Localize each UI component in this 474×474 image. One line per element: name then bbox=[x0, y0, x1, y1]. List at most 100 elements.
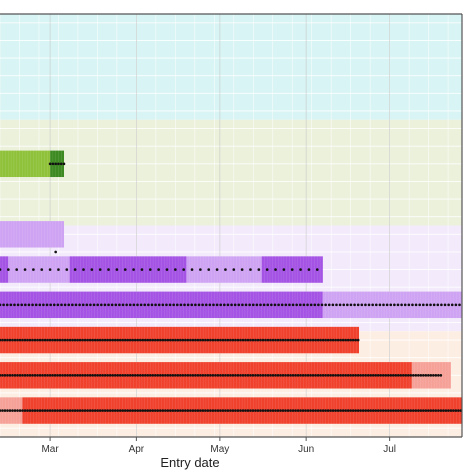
entry-dot bbox=[36, 374, 39, 377]
entry-dot bbox=[66, 374, 69, 377]
entry-dot bbox=[53, 374, 57, 377]
entry-dot bbox=[417, 374, 420, 377]
entry-dot bbox=[289, 338, 292, 342]
entry-dot bbox=[199, 409, 202, 412]
entry-dot bbox=[341, 338, 345, 342]
entry-dot bbox=[83, 338, 87, 342]
entry-dot bbox=[8, 409, 12, 412]
entry-dot bbox=[309, 338, 312, 342]
entry-dot bbox=[418, 303, 421, 307]
entry-dot bbox=[394, 409, 398, 412]
entry-dot bbox=[169, 374, 172, 377]
entry-dot bbox=[103, 374, 107, 377]
entry-dot bbox=[239, 338, 242, 342]
entry-dot bbox=[341, 374, 345, 377]
entry-dot bbox=[49, 303, 52, 307]
entry-dot bbox=[289, 374, 292, 377]
entry-dot bbox=[393, 303, 396, 307]
entry-dot bbox=[382, 303, 385, 307]
entry-dot bbox=[264, 374, 267, 377]
entry-dot bbox=[361, 409, 365, 412]
entry-dot bbox=[256, 374, 260, 377]
entry-dot bbox=[31, 409, 34, 412]
entry-dot bbox=[190, 268, 194, 271]
entry-dot bbox=[206, 409, 210, 412]
entry-dot bbox=[41, 409, 44, 412]
entry-dot bbox=[354, 409, 357, 412]
entry-dot bbox=[23, 268, 27, 271]
entry-dot bbox=[344, 409, 347, 412]
entry-dot bbox=[386, 409, 390, 412]
entry-dot bbox=[161, 338, 165, 342]
entry-dot bbox=[351, 338, 355, 342]
entry-dot bbox=[304, 409, 307, 412]
entry-dot bbox=[108, 338, 112, 342]
entry-dot bbox=[314, 338, 317, 342]
entry-dot bbox=[449, 409, 453, 412]
entry-dot bbox=[406, 409, 410, 412]
entry-dot bbox=[296, 338, 300, 342]
entry-dot bbox=[118, 338, 122, 342]
entry-dot bbox=[234, 374, 237, 377]
entry-dot bbox=[66, 338, 69, 342]
entry-dot bbox=[118, 374, 122, 377]
entry-dot bbox=[138, 409, 142, 412]
entry-dot bbox=[249, 409, 252, 412]
entry-dot bbox=[284, 409, 287, 412]
entry-dot bbox=[381, 374, 385, 377]
entry-dot bbox=[181, 374, 185, 377]
band-cyan bbox=[0, 14, 462, 120]
entry-dot bbox=[274, 409, 277, 412]
entry-dot bbox=[83, 409, 87, 412]
entry-dot bbox=[83, 374, 87, 377]
entry-dot bbox=[271, 338, 275, 342]
entry-dot bbox=[409, 374, 413, 377]
entry-dot bbox=[224, 338, 227, 342]
entry-dot bbox=[244, 374, 247, 377]
entry-dot bbox=[331, 303, 335, 307]
entry-dot bbox=[33, 374, 37, 377]
entry-dot bbox=[0, 374, 2, 377]
entry-dot bbox=[336, 374, 340, 377]
entry-dot bbox=[31, 338, 34, 342]
entry-dot bbox=[374, 374, 378, 377]
entry-dot bbox=[299, 268, 302, 271]
entry-dot bbox=[59, 162, 63, 166]
entry-dot bbox=[376, 374, 380, 377]
entry-dot bbox=[159, 338, 162, 342]
entry-dot bbox=[103, 338, 107, 342]
entry-dot bbox=[123, 338, 127, 342]
entry-dot bbox=[133, 374, 137, 377]
entry-dot bbox=[389, 374, 393, 377]
entry-dot bbox=[151, 338, 155, 342]
entry-dot bbox=[56, 338, 59, 342]
entry-dot bbox=[254, 374, 257, 377]
entry-dot bbox=[374, 409, 378, 412]
entry-dot bbox=[18, 374, 22, 377]
entry-dot bbox=[48, 338, 52, 342]
entry-dot bbox=[294, 409, 297, 412]
entry-dot bbox=[274, 374, 277, 377]
entry-dot bbox=[432, 409, 435, 412]
block-row-9 bbox=[0, 150, 51, 178]
entry-dot bbox=[264, 338, 267, 342]
entry-dot bbox=[103, 303, 107, 307]
entry-dot bbox=[0, 303, 2, 307]
entry-dot bbox=[291, 338, 295, 342]
entry-dot bbox=[196, 409, 200, 412]
entry-dot bbox=[51, 162, 55, 166]
entry-dot bbox=[174, 268, 177, 271]
entry-dot bbox=[121, 338, 125, 342]
entry-dot bbox=[266, 374, 270, 377]
entry-dot bbox=[76, 409, 79, 412]
entry-dot bbox=[184, 409, 187, 412]
entry-dot bbox=[171, 409, 175, 412]
entry-dot bbox=[121, 374, 125, 377]
entry-dot bbox=[231, 409, 235, 412]
entry-dot bbox=[153, 338, 157, 342]
entry-dot bbox=[63, 374, 67, 377]
entry-dot bbox=[18, 338, 22, 342]
entry-dot bbox=[175, 303, 179, 307]
entry-dot bbox=[346, 409, 350, 412]
entry-dot bbox=[98, 338, 102, 342]
